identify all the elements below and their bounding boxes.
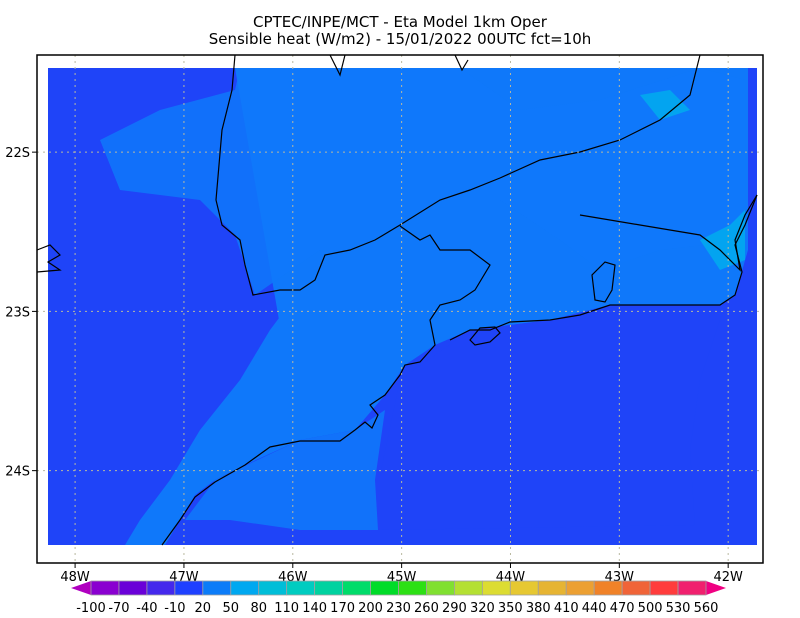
- colorbar-box: [509, 580, 539, 596]
- colorbar-box: [621, 580, 651, 596]
- coast-north-fragment: [329, 54, 469, 77]
- colorbar-label: 350: [498, 601, 523, 616]
- colorbar-box: [677, 580, 707, 596]
- colorbar-label: -10: [164, 601, 185, 616]
- colorbar-box: [481, 580, 511, 596]
- colorbar-label: 500: [638, 601, 663, 616]
- colorbar-box: [342, 580, 371, 596]
- colorbar-label: -40: [136, 601, 157, 616]
- field-layer: [48, 68, 757, 545]
- lat-tick-label: 22S: [5, 146, 30, 161]
- title-line-1: CPTEC/INPE/MCT - Eta Model 1km Oper: [253, 13, 548, 31]
- colorbar-box: [537, 580, 567, 596]
- colorbar-box: [90, 580, 120, 596]
- lagoon-outline: [591, 261, 616, 303]
- field-light-ocean-band: [185, 410, 385, 530]
- field-high-patches: [640, 90, 745, 270]
- coastline-and-borders: [36, 54, 758, 546]
- field-light-interior: [100, 68, 745, 295]
- title-line-2: Sensible heat (W/m2) - 15/01/2022 00UTC …: [209, 30, 592, 48]
- colorbar-box: [286, 580, 316, 596]
- colorbar-label: 440: [582, 601, 607, 616]
- colorbar-box: [146, 580, 176, 596]
- colorbar-label: -100: [76, 601, 106, 616]
- lon-tick-label: 48W: [60, 570, 90, 585]
- coast-west-fragment: [36, 244, 62, 273]
- colorbar-box: [202, 580, 232, 596]
- state-border-west: [215, 54, 701, 296]
- colorbar-under-triangle: [71, 581, 91, 595]
- colorbar-label: 200: [358, 601, 383, 616]
- graticule: [37, 55, 763, 563]
- colorbar-label: 290: [442, 601, 467, 616]
- colorbar-box: [118, 580, 148, 596]
- colorbar-label: 530: [666, 601, 691, 616]
- colorbar-label: 230: [386, 601, 411, 616]
- colorbar-label: 110: [274, 601, 299, 616]
- colorbar-label: 410: [554, 601, 579, 616]
- colorbar-label: 80: [250, 601, 267, 616]
- field-dark-ocean: [380, 305, 725, 530]
- colorbar-box: [398, 580, 427, 596]
- colorbar-label: 560: [694, 601, 719, 616]
- colorbar-label: 20: [195, 601, 212, 616]
- colorbar-label: 50: [222, 601, 239, 616]
- colorbar-over-triangle: [706, 581, 726, 595]
- colorbar-label: -70: [108, 601, 129, 616]
- lat-tick-label: 23S: [5, 305, 30, 320]
- colorbar-label: 470: [610, 601, 635, 616]
- colorbar-box: [593, 580, 623, 596]
- colorbar-box: [258, 580, 288, 596]
- colorbar-box: [649, 580, 679, 596]
- lat-tick-label: 24S: [5, 465, 30, 480]
- island-ilha-grande: [469, 326, 501, 346]
- lon-tick-label: 42W: [713, 570, 743, 585]
- colorbar-label: 170: [330, 601, 355, 616]
- plot-frame: [36, 54, 764, 564]
- colorbar-label: 320: [470, 601, 495, 616]
- colorbar-box: [454, 580, 483, 596]
- colorbar-box: [230, 580, 260, 596]
- colorbar-box: [314, 580, 343, 596]
- colorbar-box: [565, 580, 595, 596]
- colorbar-box: [174, 580, 204, 596]
- colorbar-box: [370, 580, 399, 596]
- colorbar-label: 260: [414, 601, 439, 616]
- colorbar: -100 -70 -40 -10 20 50 80 110 140 170 200 230 260 290…: [71, 580, 726, 616]
- state-border-rj: [579, 194, 758, 272]
- colorbar-label: 140: [302, 601, 327, 616]
- colorbar-box: [426, 580, 455, 596]
- colorbar-label: 380: [526, 601, 551, 616]
